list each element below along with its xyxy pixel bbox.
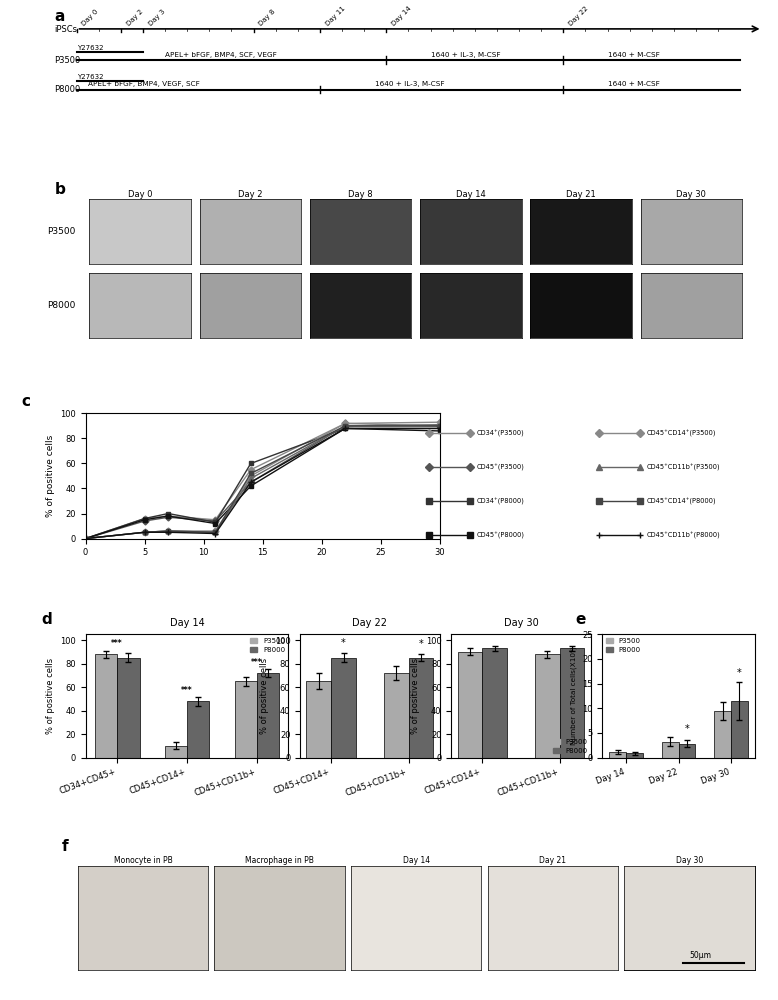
Text: 50μm: 50μm [689,951,711,960]
Text: f: f [62,839,68,854]
Y-axis label: % of positive cells: % of positive cells [260,658,269,734]
Text: Day 14: Day 14 [391,6,412,27]
Text: ***: *** [111,639,123,648]
Text: CD45⁺CD11b⁺(P3500): CD45⁺CD11b⁺(P3500) [647,464,720,471]
Y-axis label: % of positive cells: % of positive cells [412,658,420,734]
Text: 1640 + M-CSF: 1640 + M-CSF [608,81,659,87]
Text: *: * [342,638,346,648]
Bar [234,681,257,758]
Bar [559,648,584,758]
Legend: P3500, P8000: P3500, P8000 [251,638,285,653]
Text: CD34⁺(P8000): CD34⁺(P8000) [477,498,525,505]
Text: b: b [54,182,65,197]
Bar [117,658,139,758]
Bar [626,753,643,758]
Text: CD45⁺CD11b⁺(P8000): CD45⁺CD11b⁺(P8000) [647,532,720,539]
Title: Day 14: Day 14 [170,618,205,628]
Title: Day 21: Day 21 [566,190,596,199]
Text: Y27632: Y27632 [76,74,103,80]
Title: Day 22: Day 22 [352,618,387,628]
Bar [257,673,279,758]
Text: CD45⁺(P3500): CD45⁺(P3500) [477,464,525,471]
Bar [457,652,482,758]
Y-axis label: Number of Total cells(X10⁴): Number of Total cells(X10⁴) [569,647,576,745]
Title: Day 14: Day 14 [456,190,485,199]
Bar [165,746,187,758]
Bar [714,711,731,758]
Text: 1640 + IL-3, M-CSF: 1640 + IL-3, M-CSF [430,52,500,58]
Bar [609,752,626,758]
Legend: P3500, P8000: P3500, P8000 [606,638,640,653]
Title: Day 2: Day 2 [238,190,263,199]
Text: P8000: P8000 [54,85,81,94]
Text: Day 11: Day 11 [324,6,346,27]
Y-axis label: P3500: P3500 [47,227,76,236]
Title: Day 21: Day 21 [539,856,566,865]
Text: d: d [41,612,51,627]
Bar [384,673,408,758]
Bar [331,658,356,758]
Text: *: * [685,724,689,734]
Text: e: e [575,612,586,627]
Text: CD45⁺(P8000): CD45⁺(P8000) [477,532,525,539]
Text: APEL+ bFGF, BMP4, SCF, VEGF: APEL+ bFGF, BMP4, SCF, VEGF [165,52,277,58]
Text: ***: *** [181,686,193,695]
Text: P3500: P3500 [54,56,81,65]
Bar [678,744,696,758]
Bar [662,742,678,758]
Text: Day 3: Day 3 [147,9,166,27]
Title: Day 8: Day 8 [349,190,373,199]
Bar [187,701,209,758]
Bar [95,654,117,758]
Title: Macrophage in PB: Macrophage in PB [245,856,314,865]
Text: CD34⁺(P3500): CD34⁺(P3500) [477,430,524,437]
Bar [482,648,507,758]
Legend: P3500, P8000: P3500, P8000 [552,739,587,754]
Text: Day 2: Day 2 [125,9,144,27]
Text: CD45⁺CD14⁺(P8000): CD45⁺CD14⁺(P8000) [647,498,717,505]
Bar [307,681,331,758]
Text: 1640 + IL-3, M-CSF: 1640 + IL-3, M-CSF [375,81,445,87]
Text: CD45⁺CD14⁺(P3500): CD45⁺CD14⁺(P3500) [647,430,717,437]
Y-axis label: % of positive cells: % of positive cells [46,658,54,734]
Text: iPSCs: iPSCs [54,25,78,34]
Title: Day 0: Day 0 [128,190,152,199]
Text: APEL+ bFGF, BMP4, VEGF, SCF: APEL+ bFGF, BMP4, VEGF, SCF [88,81,199,87]
Text: 1640 + M-CSF: 1640 + M-CSF [608,52,659,58]
Title: Day 30: Day 30 [676,190,706,199]
Title: Day 30: Day 30 [503,618,538,628]
Text: *: * [737,668,741,678]
Text: Day 8: Day 8 [258,9,277,27]
Title: Monocyte in PB: Monocyte in PB [114,856,173,865]
Text: a: a [54,9,65,24]
Text: *: * [419,639,423,649]
Text: Day 0: Day 0 [81,9,100,27]
Bar [535,654,559,758]
Title: Day 30: Day 30 [676,856,703,865]
Text: Y27632: Y27632 [76,45,103,51]
Text: ***: *** [251,658,263,667]
Bar [731,701,748,758]
Y-axis label: P8000: P8000 [47,301,76,310]
Title: Day 14: Day 14 [403,856,429,865]
Y-axis label: % of positive cells: % of positive cells [46,435,54,517]
Text: c: c [22,394,31,409]
Bar [408,658,433,758]
Text: Day 22: Day 22 [568,6,590,27]
